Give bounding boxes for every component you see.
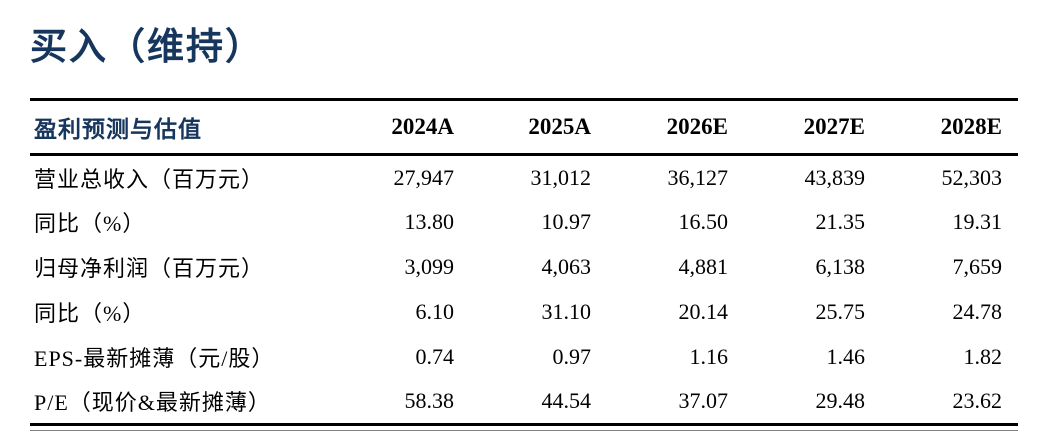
row-label: 营业总收入（百万元）: [34, 166, 265, 192]
table-header-row: 盈利预测与估值 2024A 2025A 2026E 2027E 2028E: [30, 99, 1018, 156]
cell-value: 1.46: [826, 344, 866, 369]
row-label: EPS-最新摊薄（元/股）: [34, 346, 275, 371]
cell-value: 6,138: [815, 254, 866, 279]
year-header-2025a: 2025A: [470, 99, 607, 156]
cell-value: 44.54: [470, 379, 607, 426]
rating-title: 买入（维持）: [30, 27, 264, 68]
report-snippet: 买入（维持） 盈利预测与估值 2024A 2025A 2026E 2027E 2…: [30, 27, 1018, 431]
year-header-2027e: 2027E: [744, 99, 881, 156]
cell-value: 24.78: [952, 299, 1003, 324]
table-row-net-profit-yoy: 同比（%） 6.10 31.10 20.14 25.75 24.78: [30, 290, 1018, 335]
year-header-2028e: 2028E: [881, 99, 1018, 156]
row-label: 同比（%）: [34, 211, 146, 236]
cell-value: 19.31: [952, 209, 1003, 234]
bottom-thin-rule: [30, 430, 1018, 431]
cell-value: 36,127: [667, 164, 729, 190]
cell-value: 4,063: [541, 254, 592, 279]
cell-value: 13.80: [404, 209, 455, 234]
cell-value: 0.74: [415, 344, 455, 369]
cell-value: 31,012: [530, 164, 592, 190]
year-header-2026e: 2026E: [607, 99, 744, 156]
cell-value: 7,659: [952, 254, 1003, 279]
cell-value: 1.16: [689, 344, 729, 369]
forecast-valuation-table: 盈利预测与估值 2024A 2025A 2026E 2027E 2028E 营业…: [30, 98, 1018, 426]
cell-value: 43,839: [804, 164, 866, 190]
cell-value: 1.82: [963, 344, 1003, 369]
cell-value: 4,881: [678, 254, 729, 279]
cell-value: 52,303: [941, 164, 1003, 190]
table-row-pe: P/E（现价&最新摊薄） 58.38 44.54 37.07 29.48 23.…: [30, 379, 1018, 426]
year-header-2024a: 2024A: [333, 99, 470, 156]
table-title-cell: 盈利预测与估值: [30, 99, 333, 156]
cell-value: 58.38: [333, 379, 470, 426]
table-row-net-profit: 归母净利润（百万元） 3,099 4,063 4,881 6,138 7,659: [30, 245, 1018, 290]
row-label: P/E（现价&最新摊薄）: [30, 379, 333, 426]
cell-value: 21.35: [815, 209, 866, 234]
forecast-valuation-table-wrap: 盈利预测与估值 2024A 2025A 2026E 2027E 2028E 营业…: [30, 98, 1018, 431]
row-label: 归母净利润（百万元）: [34, 256, 265, 281]
table-row-eps: EPS-最新摊薄（元/股） 0.74 0.97 1.16 1.46 1.82: [30, 335, 1018, 380]
cell-value: 29.48: [744, 379, 881, 426]
cell-value: 23.62: [881, 379, 1018, 426]
cell-value: 16.50: [678, 209, 729, 234]
cell-value: 27,947: [393, 164, 455, 190]
cell-value: 37.07: [607, 379, 744, 426]
cell-value: 31.10: [541, 299, 592, 324]
table-row-revenue: 营业总收入（百万元） 27,947 31,012 36,127 43,839 5…: [30, 155, 1018, 200]
cell-value: 6.10: [415, 299, 455, 324]
cell-value: 10.97: [541, 209, 592, 234]
cell-value: 25.75: [815, 299, 866, 324]
row-label: 同比（%）: [34, 301, 146, 326]
cell-value: 3,099: [404, 254, 455, 279]
cell-value: 20.14: [678, 299, 729, 324]
table-row-revenue-yoy: 同比（%） 13.80 10.97 16.50 21.35 19.31: [30, 200, 1018, 245]
cell-value: 0.97: [552, 344, 592, 369]
